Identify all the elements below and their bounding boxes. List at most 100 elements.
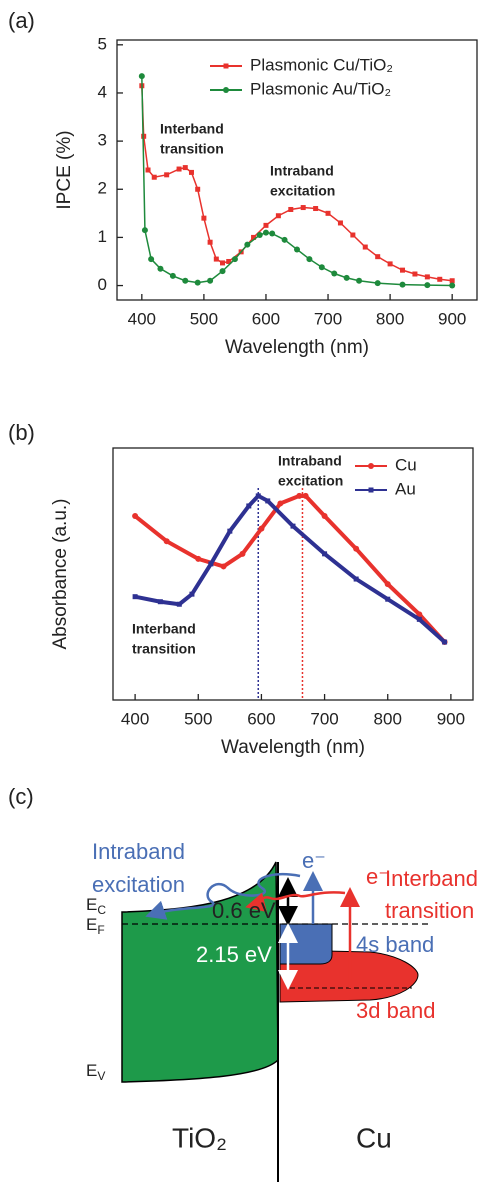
x-tick-label: 700 [310, 709, 338, 728]
y-axis-title: Absorbance (a.u.) [50, 498, 71, 649]
x-tick-label: 800 [376, 309, 404, 328]
annotation: Intraband [278, 453, 342, 469]
subscript: F [97, 923, 104, 937]
symbol: E [86, 915, 97, 934]
ef-label: EF [86, 915, 105, 937]
label: Intraband [92, 839, 185, 864]
subscript: V [97, 1069, 105, 1083]
gap-label: 0.6 eV [212, 898, 276, 923]
marker [437, 276, 443, 282]
marker [251, 234, 257, 240]
material: Cu [356, 1122, 392, 1153]
marker [331, 270, 338, 277]
marker [226, 258, 232, 264]
x-axis-title: Wavelength (nm) [225, 337, 369, 358]
annotation: Intraband [270, 163, 334, 179]
x-tick-label: 400 [128, 309, 156, 328]
marker [353, 576, 359, 582]
marker [356, 277, 363, 284]
marker [182, 165, 188, 171]
annotation: Interband [132, 621, 196, 637]
marker [296, 492, 303, 499]
plot-frame [112, 447, 474, 701]
marker [176, 601, 182, 607]
band-diagram: (c) Intraband excitation Interband trans… [8, 784, 478, 1182]
label: Interband [385, 866, 478, 891]
marker [412, 271, 418, 277]
marker [294, 246, 300, 253]
x-axis-title: Wavelength (nm) [221, 737, 365, 758]
symbol: E [86, 1061, 97, 1080]
marker [201, 215, 207, 221]
marker [194, 279, 201, 286]
marker [318, 264, 325, 271]
band-label: 3d band [356, 998, 436, 1023]
legend-marker [368, 463, 374, 469]
panel-label: (a) [8, 8, 35, 33]
marker [219, 268, 226, 275]
marker [157, 599, 163, 605]
marker [387, 261, 393, 267]
x-tick-label: 700 [314, 309, 342, 328]
x-tick-label: 400 [121, 709, 149, 728]
marker [449, 278, 455, 284]
x-tick-label: 800 [374, 709, 402, 728]
marker [300, 205, 306, 211]
marker [290, 523, 296, 529]
marker [385, 596, 391, 602]
marker [322, 551, 328, 557]
marker [400, 267, 406, 273]
annotation: Interband [160, 121, 224, 137]
band-label: 4s band [356, 932, 434, 957]
y-tick-label: 0 [98, 275, 107, 294]
marker [424, 274, 430, 280]
marker [375, 254, 381, 260]
marker [416, 616, 422, 622]
marker [424, 282, 431, 289]
marker [132, 513, 139, 520]
marker [148, 256, 155, 263]
marker [213, 256, 219, 262]
marker [239, 550, 246, 557]
legend-marker [223, 87, 229, 93]
panel-label: (c) [8, 784, 34, 809]
x-tick-label: 600 [252, 309, 280, 328]
annotation: excitation [270, 183, 335, 199]
y-tick-label: 5 [98, 34, 107, 53]
marker [246, 503, 252, 509]
wavy-arrow [145, 872, 301, 920]
wavy-arrow [245, 891, 346, 913]
y-tick-label: 4 [98, 82, 107, 101]
legend-marker [368, 487, 374, 493]
subscript: C [97, 903, 106, 917]
marker [169, 272, 176, 279]
marker [325, 210, 331, 216]
x-tick-label: 900 [438, 309, 466, 328]
y-tick-label: 3 [98, 131, 107, 150]
marker [227, 528, 233, 534]
marker [313, 206, 319, 212]
marker [141, 227, 148, 234]
marker [263, 222, 269, 228]
gap-label: 2.15 eV [196, 942, 272, 967]
marker [262, 229, 269, 236]
marker [220, 260, 226, 266]
marker [343, 274, 350, 281]
x-tick-label: 600 [247, 709, 275, 728]
marker [374, 280, 381, 287]
marker [195, 555, 202, 562]
marker [157, 265, 164, 272]
marker [163, 538, 170, 545]
panel-label: (b) [8, 420, 35, 445]
marker [350, 232, 356, 238]
marker [258, 525, 265, 532]
legend-marker [223, 63, 229, 69]
series-line [133, 493, 447, 644]
label: transition [385, 898, 474, 923]
marker [362, 244, 368, 250]
marker [138, 73, 145, 80]
x-tick-label: 500 [184, 709, 212, 728]
x-tick-label: 900 [437, 709, 465, 728]
marker [416, 611, 423, 618]
